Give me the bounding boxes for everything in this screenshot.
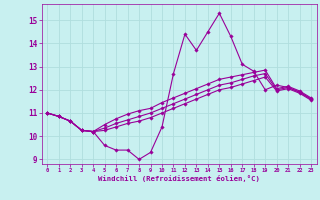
- X-axis label: Windchill (Refroidissement éolien,°C): Windchill (Refroidissement éolien,°C): [98, 175, 260, 182]
